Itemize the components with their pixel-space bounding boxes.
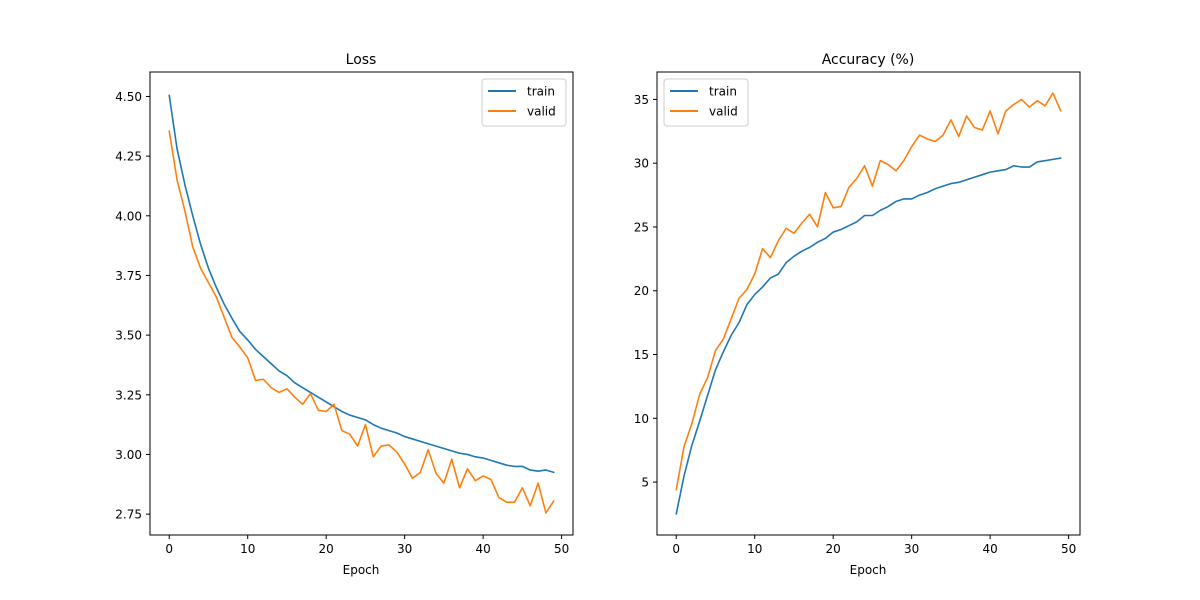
loss-x-tick-label: 50: [554, 542, 569, 556]
loss-x-tick-label: 40: [476, 542, 491, 556]
accuracy-x-tick-label: 20: [826, 542, 841, 556]
loss-x-axis-label: Epoch: [343, 563, 380, 577]
accuracy-y-tick-label: 10: [634, 412, 649, 426]
loss-y-tick-label: 3.75: [115, 269, 142, 283]
accuracy-x-tick-label: 10: [747, 542, 762, 556]
accuracy-x-axis-label: Epoch: [850, 563, 887, 577]
accuracy-legend: train valid: [663, 78, 749, 127]
accuracy-axes-frame: [656, 71, 1081, 536]
loss-legend-train-label: train: [527, 85, 555, 99]
loss-y-ticks: 2.75 3.00 3.25 3.50 3.75 4.00 4.25 4.50: [115, 90, 150, 522]
loss-legend-valid-label: valid: [527, 105, 556, 119]
loss-x-tick-label: 20: [319, 542, 334, 556]
loss-x-tick-label: 10: [240, 542, 255, 556]
loss-y-tick-label: 3.00: [115, 448, 142, 462]
accuracy-chart: Accuracy (%) 0 10 20 30 40 50 5 10 15 20 25 30 35 E…: [634, 52, 1081, 577]
accuracy-chart-title: Accuracy (%): [822, 52, 915, 68]
loss-y-tick-label: 2.75: [115, 508, 142, 522]
loss-chart-title: Loss: [346, 52, 377, 68]
accuracy-x-tick-label: 30: [904, 542, 919, 556]
accuracy-series-lines: [675, 92, 1062, 515]
loss-train-line: [168, 94, 555, 474]
loss-series-lines: [168, 94, 555, 514]
loss-y-tick-label: 4.00: [115, 209, 142, 223]
accuracy-x-tick-label: 0: [672, 542, 680, 556]
accuracy-y-tick-label: 5: [641, 476, 649, 490]
loss-chart: Loss 0 10 20 30 40 50 2.75 3.00 3.25 3.50 3.75 4.0…: [115, 52, 574, 577]
loss-legend: train valid: [481, 78, 567, 127]
accuracy-valid-line: [675, 92, 1062, 491]
accuracy-y-tick-label: 15: [634, 348, 649, 362]
loss-x-tick-label: 0: [165, 542, 173, 556]
loss-y-tick-label: 3.50: [115, 329, 142, 343]
accuracy-x-tick-label: 40: [983, 542, 998, 556]
accuracy-y-tick-label: 30: [634, 157, 649, 171]
accuracy-x-tick-label: 50: [1061, 542, 1076, 556]
loss-y-tick-label: 3.25: [115, 388, 142, 402]
loss-valid-line: [168, 130, 555, 514]
loss-y-tick-label: 4.25: [115, 150, 142, 164]
accuracy-y-tick-label: 25: [634, 220, 649, 234]
loss-x-tick-label: 30: [397, 542, 412, 556]
accuracy-legend-valid-label: valid: [709, 105, 738, 119]
accuracy-y-tick-label: 20: [634, 284, 649, 298]
accuracy-y-tick-label: 35: [634, 93, 649, 107]
accuracy-legend-train-label: train: [709, 85, 737, 99]
loss-y-tick-label: 4.50: [115, 90, 142, 104]
loss-x-ticks: 0 10 20 30 40 50: [165, 535, 569, 556]
accuracy-y-ticks: 5 10 15 20 25 30 35: [634, 93, 657, 490]
accuracy-train-line: [675, 157, 1062, 515]
loss-axes-frame: [149, 71, 574, 536]
accuracy-x-ticks: 0 10 20 30 40 50: [672, 535, 1076, 556]
